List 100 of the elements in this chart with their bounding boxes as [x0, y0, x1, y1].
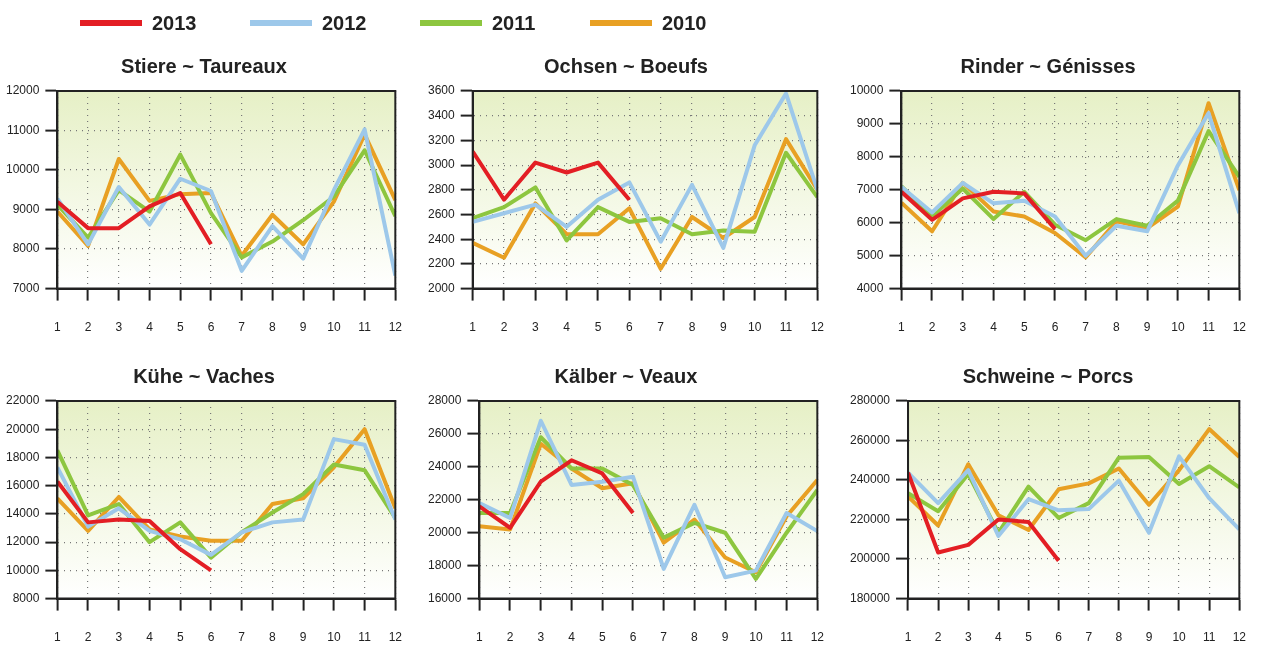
x-tick-label: 1: [469, 320, 477, 335]
x-tick-label: 4: [568, 630, 576, 645]
chart-title: Kälber ~ Veaux: [554, 364, 698, 387]
x-tick-label: 3: [959, 320, 967, 335]
x-tick-label: 5: [1020, 320, 1028, 335]
x-tick-label: 9: [721, 630, 729, 645]
x-tick-label: 1: [54, 630, 62, 645]
legend-label: 2012: [322, 11, 367, 35]
x-tick-label: 11: [1202, 320, 1216, 335]
x-tick-label: 10: [749, 630, 763, 645]
x-tick-label: 7: [660, 630, 668, 645]
x-tick-label: 2: [928, 320, 936, 335]
x-tick-label: 4: [146, 320, 154, 335]
x-tick-label: 1: [476, 630, 484, 645]
y-tick-label: 3000: [427, 157, 456, 172]
y-tick-label: 220000: [850, 511, 891, 526]
y-tick-label: 180000: [850, 590, 891, 605]
x-tick-label: 1: [904, 630, 912, 645]
y-tick-label: 7000: [12, 280, 40, 295]
y-tick-label: 4000: [856, 280, 884, 295]
x-tick-label: 10: [1171, 320, 1185, 335]
y-tick-label: 12000: [5, 534, 40, 549]
x-tick-label: 2: [84, 630, 92, 645]
x-tick-label: 8: [691, 630, 699, 645]
x-tick-label: 6: [626, 320, 633, 335]
x-tick-label: 1: [54, 320, 62, 335]
x-tick-label: 8: [1113, 320, 1121, 335]
x-tick-label: 2: [506, 630, 514, 645]
y-tick-label: 10000: [849, 83, 884, 98]
x-tick-label: 7: [238, 320, 246, 335]
x-tick-label: 3: [537, 630, 545, 645]
chart-title: Schweine ~ Porcs: [962, 364, 1134, 387]
x-tick-label: 8: [688, 320, 696, 335]
x-tick-label: 2: [84, 320, 92, 335]
y-tick-label: 10000: [5, 562, 40, 577]
y-tick-label: 260000: [850, 432, 891, 447]
y-tick-label: 2600: [427, 206, 456, 221]
x-tick-label: 7: [657, 320, 665, 335]
y-tick-label: 2000: [427, 280, 456, 295]
y-tick-label: 280000: [850, 393, 891, 408]
x-tick-label: 3: [115, 630, 123, 645]
legend-label: 2010: [662, 11, 707, 35]
x-tick-label: 5: [594, 320, 602, 335]
x-tick-label: 9: [719, 320, 727, 335]
y-tick-label: 14000: [5, 506, 40, 521]
y-tick-label: 28000: [427, 393, 462, 408]
y-tick-label: 2200: [427, 256, 456, 271]
x-tick-label: 2: [500, 320, 508, 335]
x-tick-label: 8: [269, 320, 277, 335]
y-tick-label: 22000: [5, 393, 40, 408]
y-tick-label: 11000: [6, 122, 40, 137]
y-tick-label: 20000: [5, 421, 40, 436]
y-tick-label: 8000: [12, 241, 40, 256]
y-tick-label: 3400: [427, 108, 456, 123]
x-tick-label: 11: [1202, 630, 1216, 645]
y-tick-label: 7000: [856, 182, 884, 197]
x-tick-label: 8: [269, 630, 277, 645]
chart-title: Kühe ~ Vaches: [133, 364, 275, 387]
chart-title: Rinder ~ Génisses: [960, 54, 1136, 77]
x-tick-label: 5: [176, 630, 184, 645]
x-tick-label: 12: [810, 630, 825, 645]
x-tick-label: 6: [629, 630, 637, 645]
legend-label: 2013: [152, 11, 197, 35]
x-tick-label: 6: [1051, 320, 1059, 335]
x-tick-label: 10: [747, 320, 762, 335]
x-tick-label: 6: [207, 320, 215, 335]
y-tick-label: 9000: [12, 201, 40, 216]
x-tick-label: 3: [532, 320, 540, 335]
x-tick-label: 5: [1025, 630, 1033, 645]
x-tick-label: 11: [779, 320, 793, 335]
x-tick-label: 4: [146, 630, 154, 645]
y-tick-label: 2800: [427, 182, 456, 197]
y-tick-label: 8000: [856, 149, 884, 164]
y-tick-label: 240000: [850, 472, 891, 487]
y-tick-label: 22000: [427, 492, 462, 507]
x-tick-label: 5: [176, 320, 184, 335]
x-tick-label: 6: [1055, 630, 1063, 645]
y-tick-label: 10000: [5, 162, 40, 177]
y-tick-label: 18000: [5, 449, 40, 464]
y-tick-label: 200000: [850, 551, 891, 566]
x-tick-label: 11: [780, 630, 794, 645]
x-tick-label: 9: [1145, 630, 1153, 645]
y-tick-label: 3600: [427, 83, 456, 98]
x-tick-label: 11: [358, 320, 372, 335]
x-tick-label: 8: [1115, 630, 1123, 645]
x-tick-label: 4: [995, 630, 1003, 645]
y-tick-label: 9000: [856, 116, 884, 131]
chart-title: Ochsen ~ Boeufs: [544, 54, 708, 77]
x-tick-label: 9: [299, 630, 307, 645]
y-tick-label: 12000: [5, 83, 40, 98]
x-tick-label: 2: [934, 630, 942, 645]
x-tick-label: 7: [1085, 630, 1093, 645]
x-tick-label: 12: [1232, 320, 1247, 335]
x-tick-label: 4: [990, 320, 998, 335]
x-tick-label: 4: [563, 320, 571, 335]
x-tick-label: 12: [388, 320, 403, 335]
x-tick-label: 10: [327, 630, 341, 645]
x-tick-label: 10: [1172, 630, 1187, 645]
x-tick-label: 1: [898, 320, 906, 335]
x-tick-label: 9: [299, 320, 307, 335]
